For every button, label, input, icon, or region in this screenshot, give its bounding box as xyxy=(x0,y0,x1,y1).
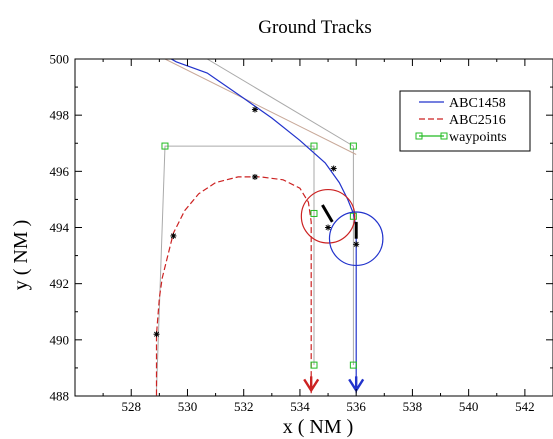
legend-marker-waypoints xyxy=(440,132,448,140)
waypoint-marker-3 xyxy=(349,142,357,150)
conflict-circle-abc1458 xyxy=(328,211,384,267)
star-marker-6 xyxy=(325,224,332,231)
legend-label-abc2516: ABC2516 xyxy=(449,113,506,128)
y-tick-label-498: 498 xyxy=(50,108,70,123)
guide-line xyxy=(164,59,357,155)
y-tick-label-490: 490 xyxy=(50,332,70,347)
star-marker-4 xyxy=(170,232,177,239)
x-tick-label-540: 540 xyxy=(459,399,479,414)
legend-label-waypoints: waypoints xyxy=(449,130,507,145)
conflict-circle-abc2516 xyxy=(300,188,356,244)
waypoint-marker-7 xyxy=(349,361,357,369)
waypoint-marker-2 xyxy=(310,142,318,150)
y-tick-label-500: 500 xyxy=(50,52,70,67)
y-axis-label: y ( NM ) xyxy=(10,220,32,291)
x-tick-label-534: 534 xyxy=(290,399,310,414)
waypoint-marker-5 xyxy=(349,212,357,220)
series-line-abc1458 xyxy=(170,59,357,394)
waypoint-route-2 xyxy=(206,59,354,366)
x-tick-label-538: 538 xyxy=(403,399,423,414)
x-tick-label-530: 530 xyxy=(178,399,198,414)
star-marker-3 xyxy=(251,173,258,180)
star-marker-1 xyxy=(251,106,258,113)
direction-arrow-abc2516 xyxy=(303,376,320,393)
x-tick-label-528: 528 xyxy=(121,399,141,414)
chart-title: Ground Tracks xyxy=(258,17,371,38)
star-marker-7 xyxy=(353,241,360,248)
y-tick-label-492: 492 xyxy=(50,276,70,291)
legend-marker-waypoints xyxy=(415,132,423,140)
direction-arrow-abc1458 xyxy=(348,376,365,393)
y-tick-label-494: 494 xyxy=(50,220,70,235)
legend-box xyxy=(399,90,531,152)
star-marker-2 xyxy=(330,165,337,172)
x-tick-label-536: 536 xyxy=(346,399,366,414)
heading-tick-abc2516 xyxy=(321,204,334,223)
series-line-abc2516 xyxy=(155,176,312,396)
waypoint-marker-1 xyxy=(161,142,169,150)
y-tick-label-488: 488 xyxy=(50,389,70,404)
waypoint-route-1 xyxy=(156,145,315,391)
legend: ABC1458 ABC2516 waypoints xyxy=(399,90,531,152)
waypoint-marker-4 xyxy=(310,209,318,217)
x-tick-label-532: 532 xyxy=(234,399,254,414)
legend-label-abc1458: ABC1458 xyxy=(449,96,506,111)
star-marker-5 xyxy=(153,331,160,338)
waypoint-marker-6 xyxy=(310,361,318,369)
y-tick-label-496: 496 xyxy=(50,164,70,179)
x-axis-label: x ( NM ) xyxy=(283,416,354,438)
x-tick-label-542: 542 xyxy=(515,399,535,414)
